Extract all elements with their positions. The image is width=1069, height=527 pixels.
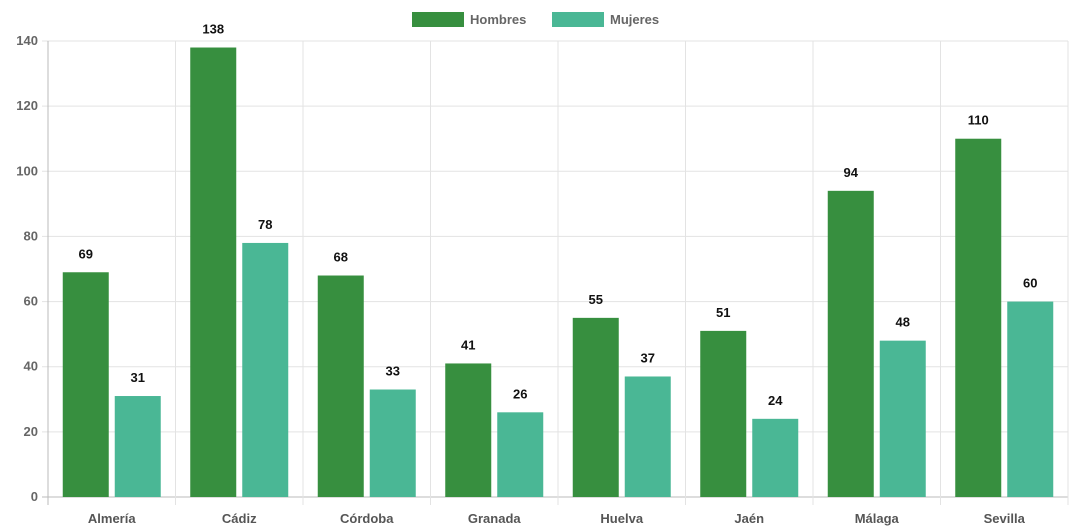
data-label: 60	[1023, 276, 1037, 291]
data-label: 78	[258, 217, 272, 232]
data-label: 138	[202, 22, 224, 37]
bar-hombres[interactable]	[445, 363, 492, 497]
data-label: 51	[716, 305, 730, 320]
legend-label-mujeres[interactable]: Mujeres	[610, 12, 659, 27]
bar-hombres[interactable]	[190, 47, 237, 498]
bar-hombres[interactable]	[827, 190, 874, 498]
data-label: 37	[641, 350, 655, 365]
x-tick-label: Huelva	[600, 511, 643, 526]
data-label: 41	[461, 337, 475, 352]
bar-mujeres[interactable]	[879, 340, 926, 497]
bar-mujeres[interactable]	[114, 396, 161, 497]
y-tick-label: 60	[24, 294, 38, 309]
y-tick-label: 100	[16, 163, 38, 178]
data-label: 110	[968, 113, 989, 128]
x-tick-label: Jaén	[734, 511, 764, 526]
x-tick-label: Málaga	[855, 511, 900, 526]
x-tick-label: Granada	[468, 511, 522, 526]
data-label: 31	[131, 370, 145, 385]
bar-hombres[interactable]	[317, 275, 364, 497]
legend-label-hombres[interactable]: Hombres	[470, 12, 526, 27]
bar-mujeres[interactable]	[752, 418, 799, 497]
data-label: 24	[768, 393, 783, 408]
bar-mujeres[interactable]	[624, 376, 671, 497]
bar-mujeres[interactable]	[369, 389, 416, 497]
bar-mujeres[interactable]	[242, 242, 289, 497]
x-tick-label: Almería	[88, 511, 136, 526]
y-axis: 0 20 40 60 80 100 120 140	[16, 33, 38, 504]
data-label: 48	[896, 315, 910, 330]
bar-hombres[interactable]	[62, 272, 109, 497]
x-tick-label: Cádiz	[222, 511, 257, 526]
legend-swatch-mujeres[interactable]	[552, 12, 604, 27]
data-label: 69	[79, 246, 93, 261]
bar-mujeres[interactable]	[497, 412, 544, 497]
y-tick-label: 0	[31, 489, 38, 504]
data-label: 55	[589, 292, 603, 307]
x-tick-label: Sevilla	[984, 511, 1026, 526]
data-label: 33	[386, 364, 400, 379]
bar-mujeres[interactable]	[1007, 301, 1054, 497]
data-label: 68	[334, 250, 348, 265]
legend: Hombres Mujeres	[412, 12, 659, 27]
x-tick-label: Córdoba	[340, 511, 394, 526]
bar-hombres[interactable]	[955, 138, 1002, 497]
y-tick-label: 40	[24, 359, 38, 374]
data-labels: 69 31 138 78 68 33 41 26 55 37 51 24 94 48 110 60	[79, 22, 1038, 408]
x-axis: Almería Cádiz Córdoba Granada Huelva Jaén Mála…	[88, 511, 1026, 526]
data-label: 94	[844, 165, 859, 180]
legend-swatch-hombres[interactable]	[412, 12, 464, 27]
data-label: 26	[513, 386, 527, 401]
bar-hombres[interactable]	[700, 330, 747, 497]
bars	[62, 47, 1054, 498]
y-tick-label: 120	[16, 98, 38, 113]
bar-hombres[interactable]	[572, 317, 619, 497]
y-tick-label: 20	[24, 424, 38, 439]
y-tick-label: 140	[16, 33, 38, 48]
y-tick-label: 80	[24, 228, 38, 243]
